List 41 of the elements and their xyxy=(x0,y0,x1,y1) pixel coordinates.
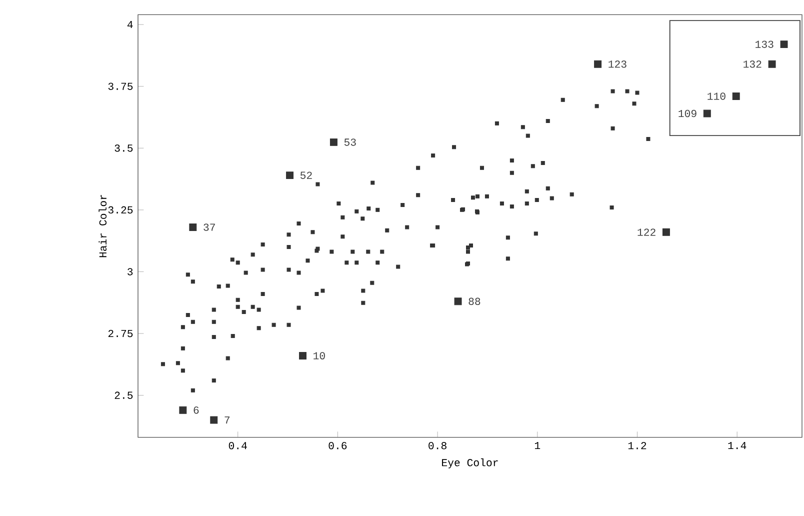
x-tick-label: 1.4 xyxy=(728,442,746,450)
point xyxy=(179,406,187,414)
x-axis-title: Eye Color xyxy=(442,458,498,468)
annotation: 7 xyxy=(224,416,230,424)
point xyxy=(454,298,462,306)
y-tick-label: 3.25 xyxy=(108,206,133,214)
y-tick-label: 3 xyxy=(128,268,133,276)
y-tick-label: 3.75 xyxy=(108,82,133,90)
y-tick-label: 3.5 xyxy=(114,144,133,152)
x-tick-label: 0.8 xyxy=(428,442,446,450)
point xyxy=(330,138,338,146)
point xyxy=(780,40,788,48)
x-tick-label: 0.6 xyxy=(328,442,347,450)
point xyxy=(299,352,306,360)
point xyxy=(703,110,711,118)
x-tick-label: 1 xyxy=(534,442,540,450)
y-tick-label: 2.5 xyxy=(114,392,133,399)
x-tick-label: 1.2 xyxy=(628,442,646,450)
point xyxy=(662,228,670,236)
annotation: 53 xyxy=(344,138,356,146)
point xyxy=(594,60,602,68)
point xyxy=(286,172,294,180)
annotation: 109 xyxy=(678,110,696,118)
y-tick-label: 4 xyxy=(127,21,133,28)
annotation: 110 xyxy=(708,92,726,100)
point xyxy=(732,92,740,100)
y-axis-title: Hair Color xyxy=(98,194,107,258)
x-tick-label: 0.4 xyxy=(228,442,247,450)
annotation: 6 xyxy=(194,406,199,414)
annotation: 132 xyxy=(744,60,762,68)
y-tick-label: 2.75 xyxy=(108,330,133,338)
annotation: 52 xyxy=(300,172,312,179)
annotation: 37 xyxy=(204,224,215,231)
annotation: 10 xyxy=(314,352,325,360)
annotation: 133 xyxy=(756,40,774,48)
annotation: 123 xyxy=(608,60,626,68)
annotation: 122 xyxy=(638,228,656,236)
annotation: 88 xyxy=(468,298,480,305)
point xyxy=(768,60,776,68)
point xyxy=(210,416,218,424)
point xyxy=(189,223,197,231)
